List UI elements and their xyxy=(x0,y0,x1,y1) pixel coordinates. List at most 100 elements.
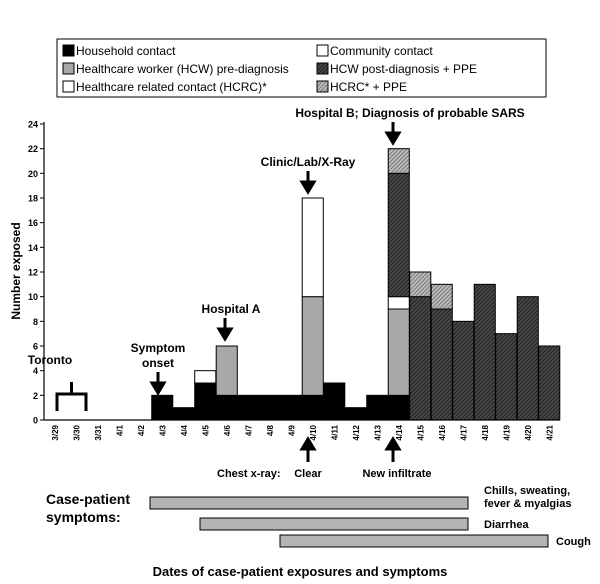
y-tick-label: 20 xyxy=(28,169,38,179)
bar-household xyxy=(366,394,389,421)
x-tick-label: 4/2 xyxy=(137,424,146,436)
chest-xray-row: Chest x-ray: Clear New infiltrate xyxy=(217,436,432,480)
y-tick-label: 16 xyxy=(28,218,38,228)
bar-hcrc xyxy=(301,197,324,298)
bar-hcrc_ppe xyxy=(409,271,432,298)
legend-label-hcw-pre: Healthcare worker (HCW) pre-diagnosis xyxy=(76,62,289,76)
chest-xray-arrow-clear xyxy=(299,436,317,462)
legend-swatch-hcw-pre xyxy=(62,62,75,75)
x-axis-title: Dates of case-patient exposures and symp… xyxy=(153,564,448,579)
x-tick-label: 4/7 xyxy=(244,424,253,436)
x-tick-label: 4/16 xyxy=(438,424,447,440)
bars xyxy=(151,148,561,421)
legend-box xyxy=(56,38,547,98)
bar-household xyxy=(323,382,346,421)
x-tick-label: 4/8 xyxy=(266,424,275,436)
clinic-arrow xyxy=(299,171,317,195)
symptom-label-chills-line1: Chills, sweating, xyxy=(484,485,570,497)
x-tick-label: 4/4 xyxy=(180,424,189,436)
symptom-label-cough: Cough xyxy=(556,536,591,548)
legend-swatch-community xyxy=(316,44,329,57)
toronto-label: Toronto xyxy=(28,353,72,367)
bar-household xyxy=(194,382,217,421)
bar-hcw_post_ppe xyxy=(430,308,453,421)
legend: Household contact Community contact Heal… xyxy=(56,38,547,98)
legend-label-hcrc: Healthcare related contact (HCRC)* xyxy=(76,80,267,94)
hospital-a-annotation: Hospital A xyxy=(202,302,261,342)
symptom-bar-cough xyxy=(279,534,549,548)
y-tick-label: 2 xyxy=(33,391,38,401)
y-tick-label: 12 xyxy=(28,268,38,278)
bar-community xyxy=(387,296,410,310)
x-tick-label: 4/6 xyxy=(223,424,232,436)
legend-item-hcw-post-ppe: HCW post-diagnosis + PPE xyxy=(316,62,477,76)
bar-household xyxy=(280,394,303,421)
x-tick-label: 3/31 xyxy=(94,424,103,440)
y-tick-label: 22 xyxy=(28,144,38,154)
legend-swatch-hcw-post-ppe xyxy=(316,62,329,75)
bar-community xyxy=(194,370,217,384)
y-tick-label: 6 xyxy=(33,342,38,352)
bar-household xyxy=(215,394,238,421)
symptom-bar-chills xyxy=(149,496,469,510)
legend-item-community: Community contact xyxy=(316,44,433,58)
bar-hcw_post_ppe xyxy=(516,296,539,421)
symptoms-title-line2: symptoms: xyxy=(46,509,121,525)
legend-item-hcw-pre: Healthcare worker (HCW) pre-diagnosis xyxy=(62,62,289,76)
annotations: Toronto Symptom onset Hospital A Clinic/… xyxy=(28,106,525,411)
symptoms-section: Case-patient symptoms: Chills, sweating,… xyxy=(46,485,591,548)
x-tick-label: 4/11 xyxy=(330,424,339,440)
bar-household xyxy=(237,394,260,421)
legend-swatch-hcrc xyxy=(62,80,75,93)
chest-xray-clear: Clear xyxy=(294,468,322,480)
x-tick-label: 4/10 xyxy=(309,424,318,440)
legend-item-household: Household contact xyxy=(62,44,176,58)
chest-xray-infiltrate: New infiltrate xyxy=(362,468,431,480)
bar-hcrc_ppe xyxy=(430,283,453,310)
bar-household xyxy=(172,407,195,421)
x-tick-label: 4/15 xyxy=(416,424,425,440)
x-tick-label: 4/1 xyxy=(115,424,124,436)
symptom-onset-annotation: Symptom onset xyxy=(131,341,186,396)
legend-item-hcrc: Healthcare related contact (HCRC)* xyxy=(62,80,267,94)
hospital-b-arrow xyxy=(384,122,402,146)
bar-hcw_post_ppe xyxy=(387,172,410,298)
bar-hcw_post_ppe xyxy=(452,320,475,421)
legend-label-hcrc-ppe: HCRC* + PPE xyxy=(330,80,407,94)
axes xyxy=(43,122,560,421)
bar-household xyxy=(151,394,174,421)
x-tick-label: 4/12 xyxy=(352,424,361,440)
x-tick-label: 3/30 xyxy=(72,424,81,440)
y-tick-label: 14 xyxy=(28,243,38,253)
x-tick-label: 4/21 xyxy=(545,424,554,440)
bar-hcw_post_ppe xyxy=(473,283,496,421)
legend-swatch-household xyxy=(62,44,75,57)
hospital-b-annotation: Hospital B; Diagnosis of probable SARS xyxy=(295,106,525,146)
y-tick-label: 24 xyxy=(28,120,38,130)
bar-household xyxy=(344,407,367,421)
legend-swatch-hcrc-ppe xyxy=(316,80,329,93)
bar-hcrc_ppe xyxy=(387,148,410,174)
symptom-onset-label-line1: Symptom xyxy=(131,341,186,355)
symptoms-title-line1: Case-patient xyxy=(46,491,130,507)
bar-hcw_pre xyxy=(301,296,324,396)
legend-label-household: Household contact xyxy=(76,44,176,58)
hospital-a-label: Hospital A xyxy=(202,302,261,316)
x-tick-label: 4/17 xyxy=(459,424,468,440)
x-tick-label: 4/3 xyxy=(158,424,167,436)
x-tick-label: 4/14 xyxy=(395,424,404,440)
bar-household xyxy=(387,394,410,421)
legend-label-hcw-post-ppe: HCW post-diagnosis + PPE xyxy=(330,62,477,76)
toronto-annotation: Toronto xyxy=(28,353,88,411)
bar-household xyxy=(301,394,324,421)
x-tick-label: 4/18 xyxy=(481,424,490,440)
symptom-onset-label-line2: onset xyxy=(142,356,174,370)
x-tick-label: 4/9 xyxy=(287,424,296,436)
hospital-b-label: Hospital B; Diagnosis of probable SARS xyxy=(295,106,524,120)
x-tick-label: 4/19 xyxy=(502,424,511,440)
y-tick-label: 18 xyxy=(28,194,38,204)
x-tick-label: 4/20 xyxy=(524,424,533,440)
x-tick-label: 4/13 xyxy=(373,424,382,440)
